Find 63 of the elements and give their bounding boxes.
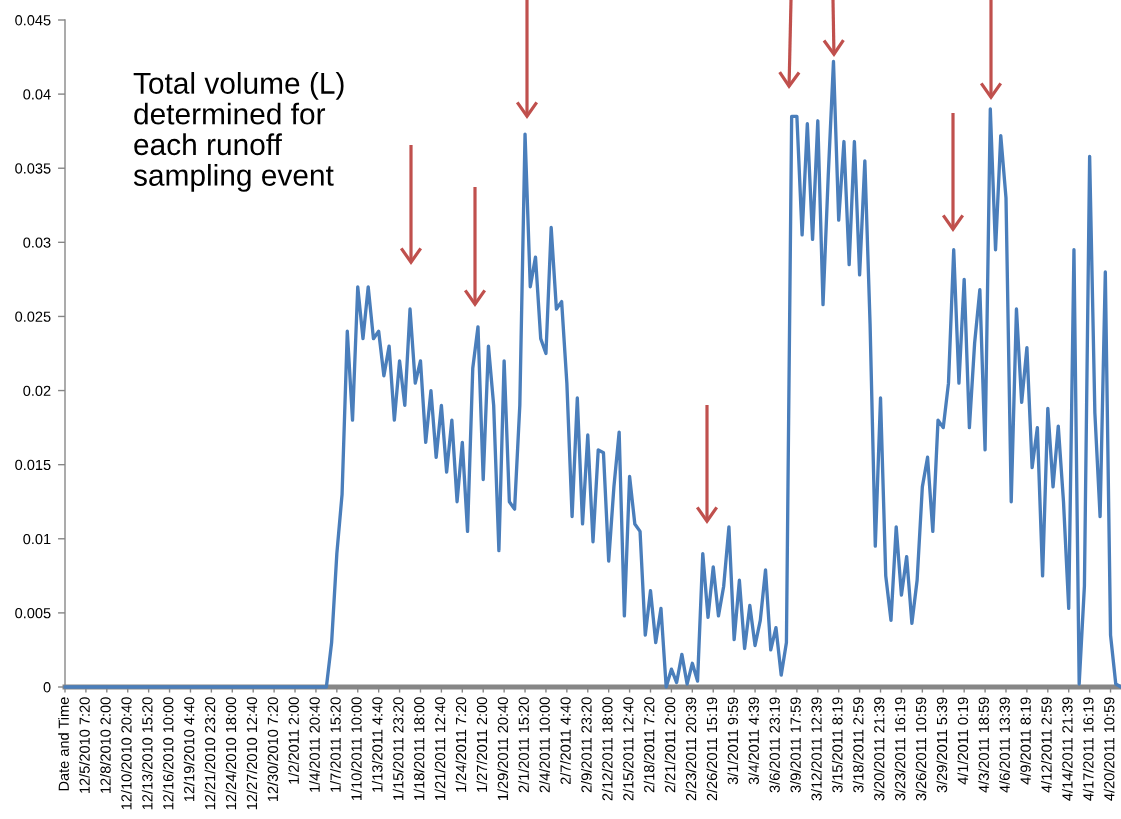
x-tick-label: 1/21/2011 12:40 <box>434 697 446 800</box>
x-tick-label: 1/13/2011 4:40 <box>371 697 383 792</box>
x-tick-label: 1/4/2011 20:40 <box>309 697 320 792</box>
x-tick-label: 12/19/2010 4:40 <box>183 697 195 802</box>
y-tick-label: 0.005 <box>15 607 51 619</box>
x-tick-label: 3/9/2011 17:59 <box>790 697 801 793</box>
x-tick-label: 2/23/2011 20:39 <box>685 697 697 801</box>
x-tick-label: 3/15/2011 8:19 <box>831 697 843 793</box>
x-tick-label: 1/2/2011 2:00 <box>288 697 299 784</box>
x-tick-label: 1/27/2011 2:00 <box>476 697 488 792</box>
x-tick-label: 12/13/2010 15:20 <box>141 697 153 810</box>
y-tick-label: 0.04 <box>23 89 51 100</box>
x-tick-label: 1/7/2011 15:20 <box>330 697 341 792</box>
x-tick-label: 12/10/2010 20:40 <box>120 697 132 810</box>
x-tick-label: 3/1/2011 9:59 <box>727 697 739 785</box>
x-tick-label: 2/4/2011 10:00 <box>539 697 550 793</box>
x-tick-label: 4/1/2011 0:19 <box>957 697 969 785</box>
y-tick-label: 0.045 <box>15 15 51 26</box>
line-series <box>63 59 1121 689</box>
x-tick-label: 4/17/2011 16:19 <box>1082 697 1094 801</box>
x-tick-label: 1/29/2011 20:40 <box>497 697 509 800</box>
x-tick-label: 2/9/2011 23:20 <box>580 697 592 793</box>
y-tick-label: 0.02 <box>23 385 51 396</box>
x-tick-label: 3/23/2011 16:19 <box>894 697 906 801</box>
x-tick-label: 2/7/2011 4:40 <box>560 697 571 785</box>
x-tick-label: 3/29/2011 5:39 <box>936 697 948 793</box>
y-tick-label: 0.03 <box>23 237 51 248</box>
x-tick-label: 2/12/2011 18:00 <box>601 697 613 801</box>
x-tick-label: 2/21/2011 2:00 <box>664 697 676 793</box>
x-tick-label: 3/20/2011 21:39 <box>873 697 885 801</box>
y-tick-label: 0.015 <box>15 459 51 471</box>
y-tick-label: 0.01 <box>23 533 51 545</box>
x-tick-label: 1/18/2011 18:00 <box>413 697 425 800</box>
x-tick-label: 3/26/2011 10:59 <box>915 697 927 801</box>
x-tick-label: 1/24/2011 7:20 <box>455 697 467 792</box>
x-tick-label: 3/4/2011 4:39 <box>748 697 759 785</box>
x-tick-label: 2/1/2011 15:20 <box>518 697 529 793</box>
x-tick-label: 12/5/2010 7:20 <box>79 697 90 793</box>
x-tick-label: 2/15/2011 12:40 <box>622 697 634 801</box>
x-tick-label: 12/27/2010 12:40 <box>246 697 258 810</box>
y-tick-label: 0.035 <box>15 163 51 174</box>
x-tick-label: 4/6/2011 13:39 <box>999 697 1010 793</box>
x-tick-label: 4/3/2011 18:59 <box>978 697 989 793</box>
x-tick-label: 4/14/2011 21:39 <box>1061 697 1073 801</box>
x-tick-label: 4/12/2011 2:59 <box>1041 697 1052 793</box>
x-tick-label: 12/21/2010 23:20 <box>204 697 216 810</box>
x-tick-label: 4/9/2011 8:19 <box>1020 697 1031 785</box>
x-tick-label: 4/20/2011 10:59 <box>1103 697 1115 801</box>
x-tick-label: 12/16/2010 10:00 <box>162 697 174 810</box>
y-tick-label: 0.025 <box>15 311 51 322</box>
annotation: Total volume (L) determined for each runoff sampling event <box>133 72 344 192</box>
x-tick-label: 2/26/2011 15:19 <box>706 697 718 801</box>
x-tick-label: 12/24/2010 18:00 <box>225 697 237 810</box>
x-tick-label: 3/6/2011 23:19 <box>769 697 780 793</box>
x-tick-label: 3/18/2011 2:59 <box>852 697 864 793</box>
x-tick-label: 1/15/2011 23:20 <box>392 697 404 800</box>
x-tick-label: 2/18/2011 7:20 <box>643 697 655 793</box>
x-tick-label: 12/30/2010 7:20 <box>267 697 279 802</box>
x-tick-label: Date and Time <box>58 697 69 791</box>
x-tick-label: 1/10/2011 10:00 <box>350 697 362 800</box>
x-tick-label: 12/8/2010 2:00 <box>100 697 111 793</box>
x-tick-label: 3/12/2011 12:39 <box>810 697 822 801</box>
y-tick-label: 0 <box>43 682 51 693</box>
